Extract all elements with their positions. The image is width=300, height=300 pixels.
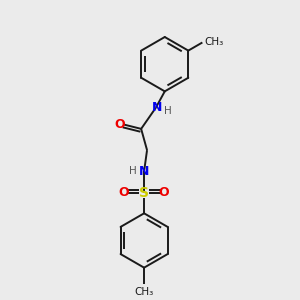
Text: CH₃: CH₃ [134,287,154,297]
Text: O: O [119,186,129,199]
Text: O: O [115,118,125,131]
Text: N: N [139,165,149,178]
Text: N: N [152,101,163,114]
Text: H: H [164,106,172,116]
Text: S: S [139,186,149,200]
Text: O: O [159,186,169,199]
Text: CH₃: CH₃ [205,38,224,47]
Text: H: H [129,167,137,176]
